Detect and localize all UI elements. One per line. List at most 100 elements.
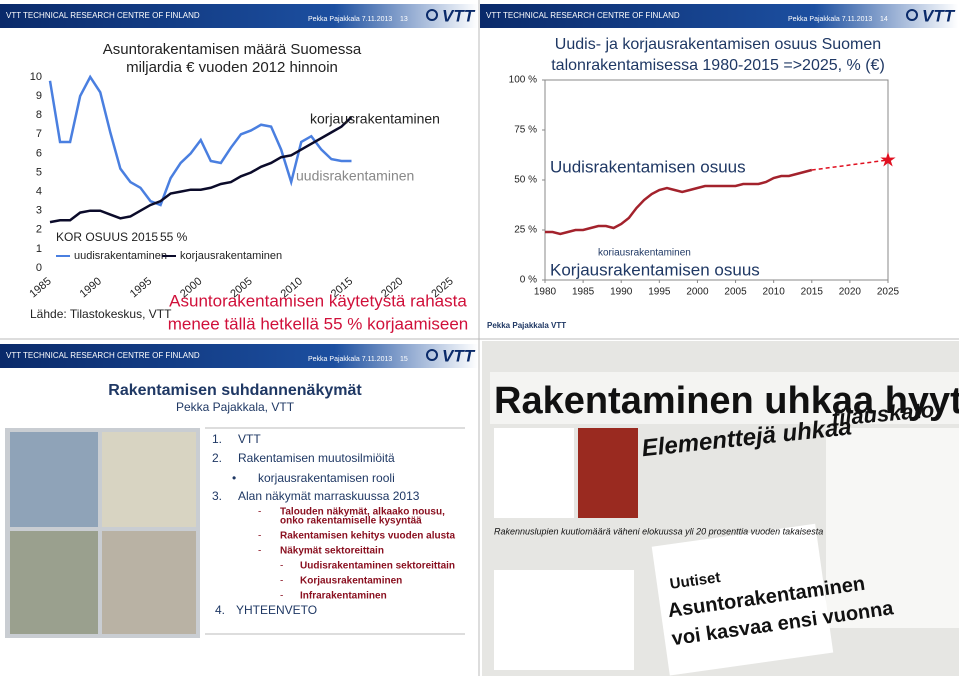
x-tick-label: 2025 <box>877 287 900 298</box>
y-tick-label: 75 % <box>514 125 537 136</box>
clipping <box>651 523 834 676</box>
y-tick-label: 7 <box>36 128 42 140</box>
y-tick-label: 2 <box>36 224 42 236</box>
clipping <box>494 428 574 518</box>
footer: Pekka Pajakkala VTT <box>487 321 566 330</box>
x-tick-label: 1995 <box>648 287 671 298</box>
clippings <box>482 341 959 676</box>
logo: VTT <box>922 6 956 25</box>
list-item: Korjausrakentaminen <box>300 576 402 587</box>
list-marker: • <box>232 471 236 485</box>
annotation: uudisrakentaminen <box>296 168 414 184</box>
photo-collage <box>5 428 200 638</box>
header-bar <box>0 4 478 28</box>
y-tick-label: 5 <box>36 166 42 178</box>
page-number: 14 <box>880 16 888 23</box>
y-tick-label: 100 % <box>509 75 537 86</box>
y-tick-label: 1 <box>36 243 42 255</box>
message: Asuntorakentamisen käytetystä rahasta <box>169 291 467 310</box>
y-tick-label: 10 <box>30 71 42 83</box>
caption: Rakennuslupien kuutiomäärä väheni elokuu… <box>494 526 823 536</box>
list-marker: - <box>258 531 261 542</box>
list-item: Alan näkymät marraskuussa 2013 <box>238 489 420 503</box>
line-series <box>545 168 813 236</box>
legend-label: uudisrakentaminen <box>74 250 167 262</box>
annotation: koriausrakentaminen <box>598 248 691 259</box>
logo-mark <box>426 349 438 361</box>
source: Lähde: Tilastokeskus, VTT <box>30 307 172 321</box>
clipping <box>826 428 959 628</box>
list-marker: 4. <box>215 603 225 617</box>
chart-title: Uudis- ja korjausrakentamisen osuus Suom… <box>555 36 881 53</box>
clipping <box>490 372 959 424</box>
x-tick-label: 2000 <box>686 287 709 298</box>
x-tick-label: 2010 <box>763 287 786 298</box>
photo <box>102 432 196 527</box>
section: Uutiset <box>669 569 722 593</box>
chart-title: Asuntorakentamisen määrä Suomessa <box>103 41 362 58</box>
list-item: Uudisrakentaminen sektoreittain <box>300 561 455 572</box>
y-tick-label: 9 <box>36 90 42 102</box>
header-bar <box>0 344 478 368</box>
annotation: korjausrakentaminen <box>310 111 440 127</box>
y-tick-label: 6 <box>36 147 42 159</box>
list-marker: 1. <box>212 432 222 446</box>
line-series <box>48 74 352 207</box>
projection-line <box>811 159 889 171</box>
x-tick-label: 1985 <box>572 287 595 298</box>
list-marker: - <box>280 576 283 587</box>
photo <box>102 531 196 634</box>
list-marker: 2. <box>212 451 222 465</box>
header-author: Pekka Pajakkala 7.11.2013 <box>308 16 392 23</box>
list-item: korjausrakentamisen rooli <box>258 471 395 485</box>
annotation: Uudisrakentamisen osuus <box>550 157 746 176</box>
list-item: onko rakentamiselle kysyntää <box>280 516 422 527</box>
list-item: Rakentamisen muutosilmiöitä <box>238 451 395 465</box>
y-tick-label: 0 % <box>520 275 537 286</box>
list-item: Talouden näkymät, alkaako nousu, <box>280 507 445 518</box>
y-tick-label: 50 % <box>514 175 537 186</box>
projection-star <box>880 152 896 167</box>
photo <box>10 531 98 634</box>
clipping <box>494 570 634 670</box>
logo: VTT <box>442 346 476 365</box>
list-marker: - <box>258 546 261 557</box>
list-marker: 3. <box>212 489 222 503</box>
page-number: 13 <box>400 16 408 23</box>
header-title: VTT TECHNICAL RESEARCH CENTRE OF FINLAND <box>6 11 200 20</box>
legend-label: korjausrakentaminen <box>180 250 282 262</box>
header-author: Pekka Pajakkala 7.11.2013 <box>308 356 392 363</box>
legend-note: KOR OSUUS 2015 <box>56 230 158 244</box>
y-tick-label: 4 <box>36 186 42 198</box>
photo <box>10 432 98 527</box>
header-title: VTT TECHNICAL RESEARCH CENTRE OF FINLAND <box>6 351 200 360</box>
list-marker: - <box>280 561 283 572</box>
list-item: Infrarakentaminen <box>300 591 387 602</box>
list-item: Näkymät sektoreittain <box>280 546 384 557</box>
y-tick-label: 3 <box>36 205 42 217</box>
annotation: Korjausrakentamisen osuus <box>550 260 760 279</box>
list-item: VTT <box>238 432 261 446</box>
list-item: Rakentamisen kehitys vuoden alusta <box>280 531 456 542</box>
header-author: Pekka Pajakkala 7.11.2013 <box>788 16 872 23</box>
chart-title: talonrakentamisessa 1980-2015 =>2025, % … <box>551 57 885 74</box>
x-tick-label: 1980 <box>534 287 557 298</box>
y-tick-label: 25 % <box>514 225 537 236</box>
line-series <box>49 116 353 224</box>
list-marker: - <box>258 507 261 518</box>
logo-mark <box>426 9 438 21</box>
y-tick-label: 8 <box>36 109 42 121</box>
agenda-subtitle: Pekka Pajakkala, VTT <box>176 400 295 414</box>
legend-value: 55 % <box>160 230 188 244</box>
headline: Rakentaminen uhkaa hyyt <box>494 380 959 422</box>
x-tick-label: 2020 <box>839 287 862 298</box>
logo: VTT <box>442 6 476 25</box>
x-tick-label: 1990 <box>610 287 633 298</box>
page-number: 15 <box>400 356 408 363</box>
agenda-title: Rakentamisen suhdannenäkymät <box>108 382 362 399</box>
header-title: VTT TECHNICAL RESEARCH CENTRE OF FINLAND <box>486 11 680 20</box>
x-tick-label: 2015 <box>801 287 824 298</box>
y-tick-label: 0 <box>36 262 42 274</box>
